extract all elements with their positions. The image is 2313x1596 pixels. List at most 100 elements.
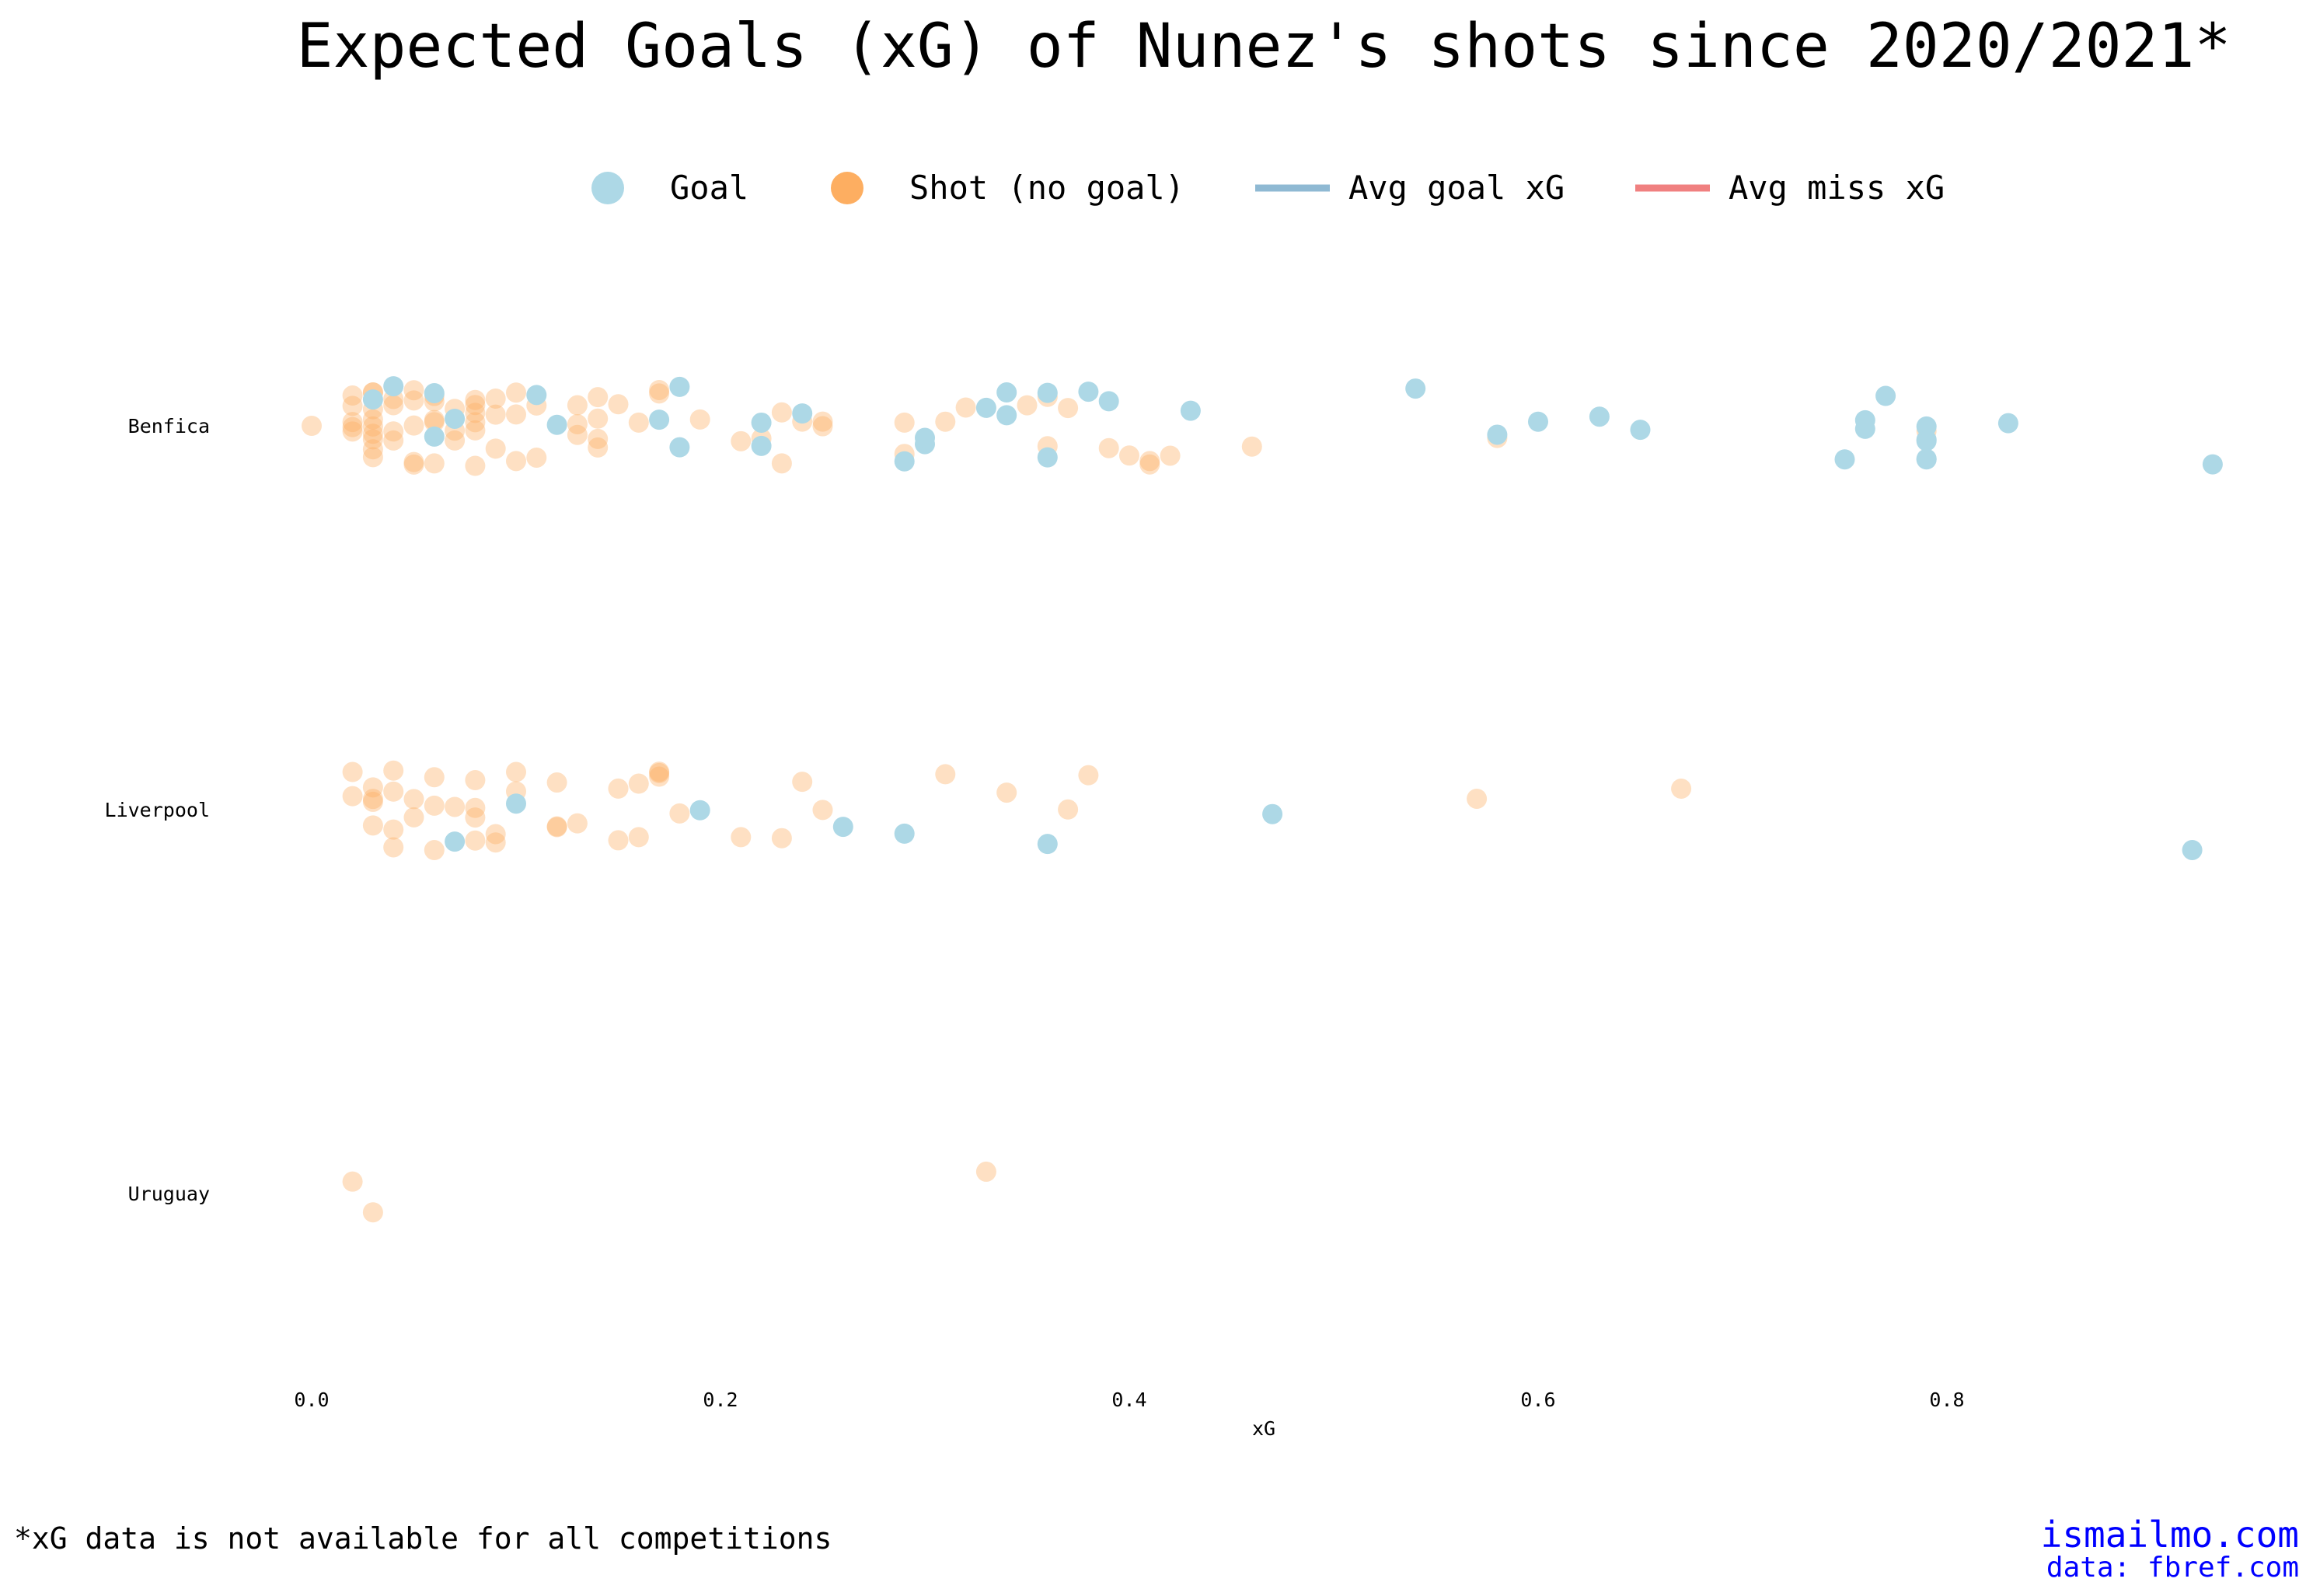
miss-point	[485, 832, 506, 853]
miss-point	[362, 409, 383, 430]
goal-point	[975, 397, 996, 418]
miss-point	[362, 1202, 383, 1223]
x-axis-ticks: 0.0 0.2 0.4 0.6 0.8	[294, 1389, 1964, 1411]
goal-point	[1037, 382, 1058, 403]
miss-point	[362, 423, 383, 444]
goal-point	[996, 405, 1017, 426]
miss-point	[362, 439, 383, 460]
x-tick-label: 0.0	[294, 1389, 329, 1411]
miss-point	[588, 387, 609, 408]
miss-point	[567, 413, 588, 434]
miss-point	[506, 382, 526, 403]
miss-point	[465, 389, 486, 410]
goal-point	[506, 793, 526, 814]
goal-point	[1875, 385, 1896, 406]
goal-point	[1916, 430, 1937, 451]
miss-point	[1017, 395, 1038, 416]
shot-points	[302, 376, 2223, 1223]
goal-point	[832, 817, 853, 838]
miss-point	[342, 786, 363, 807]
miss-point	[383, 819, 404, 840]
goal-point	[1834, 449, 1855, 470]
legend-marker	[591, 172, 624, 204]
miss-point	[465, 797, 486, 818]
miss-point	[628, 773, 649, 794]
miss-point	[465, 455, 486, 476]
miss-point	[383, 430, 404, 451]
miss-point	[465, 770, 486, 791]
miss-point	[812, 411, 833, 432]
chart-legend: Goal Shot (no goal) Avg goal xG Avg miss xG	[591, 169, 1945, 207]
miss-point	[302, 416, 322, 437]
goal-point	[1589, 406, 1610, 427]
team-labels: Benfica Liverpool Uruguay	[105, 415, 210, 1205]
miss-point	[567, 813, 588, 834]
goal-point	[996, 382, 1017, 403]
miss-point	[403, 390, 424, 411]
goal-point	[424, 382, 445, 403]
miss-point	[546, 772, 567, 793]
goal-point	[689, 800, 710, 821]
miss-point	[362, 447, 383, 468]
miss-point	[935, 411, 956, 432]
goal-point	[894, 451, 915, 472]
goal-point	[1078, 382, 1099, 402]
miss-point	[485, 438, 506, 459]
miss-point	[465, 412, 486, 433]
miss-point	[935, 764, 956, 785]
goal-point	[669, 376, 690, 397]
miss-point	[608, 394, 629, 415]
miss-point	[342, 396, 363, 416]
miss-point	[403, 415, 424, 436]
miss-point	[485, 824, 506, 845]
legend-label: Goal	[670, 169, 748, 207]
miss-point	[342, 412, 363, 433]
miss-point	[1241, 436, 1262, 457]
goal-point	[1262, 803, 1283, 824]
goal-point	[445, 831, 466, 852]
miss-point	[362, 416, 383, 437]
miss-point	[975, 1161, 996, 1182]
miss-point	[506, 404, 526, 425]
miss-point	[485, 388, 506, 409]
miss-point	[567, 395, 588, 416]
team-label-liverpool: Liverpool	[105, 799, 210, 821]
miss-point	[771, 453, 792, 474]
miss-point	[362, 815, 383, 836]
site-link[interactable]: ismailmo.com	[2040, 1514, 2299, 1556]
miss-point	[588, 437, 609, 458]
miss-point	[465, 807, 486, 828]
goal-point	[1405, 378, 1426, 399]
goal-point	[2202, 454, 2223, 475]
miss-point	[342, 416, 363, 437]
chart-title: Expected Goals (xG) of Nunez's shots sin…	[297, 12, 2231, 82]
x-tick-label: 0.8	[1929, 1389, 1964, 1411]
miss-point	[383, 837, 404, 858]
team-label-benfica: Benfica	[128, 415, 210, 437]
x-tick-label: 0.4	[1111, 1389, 1146, 1411]
miss-point	[403, 454, 424, 475]
goal-point	[424, 426, 445, 447]
goal-point	[526, 385, 547, 406]
x-tick-label: 0.2	[703, 1389, 738, 1411]
miss-point	[465, 395, 486, 416]
miss-point	[362, 777, 383, 798]
miss-point	[628, 827, 649, 848]
miss-point	[731, 430, 752, 451]
miss-point	[546, 816, 567, 837]
miss-point	[771, 402, 792, 423]
miss-point	[608, 778, 629, 799]
miss-point	[894, 412, 915, 433]
goal-point	[2182, 839, 2203, 860]
miss-point	[567, 424, 588, 445]
miss-point	[362, 789, 383, 810]
miss-point	[362, 791, 383, 812]
miss-point	[383, 781, 404, 802]
miss-point	[424, 795, 445, 816]
miss-point	[731, 827, 752, 848]
miss-point	[526, 447, 547, 468]
miss-point	[588, 408, 609, 429]
miss-point	[546, 817, 567, 838]
miss-point	[342, 385, 363, 406]
miss-point	[383, 395, 404, 416]
